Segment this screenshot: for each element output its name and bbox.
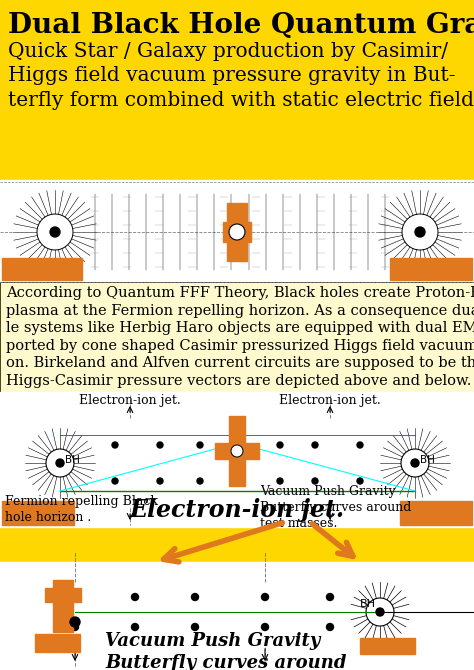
Circle shape — [131, 594, 138, 600]
Circle shape — [237, 478, 243, 484]
Circle shape — [70, 617, 80, 627]
Circle shape — [411, 459, 419, 467]
Text: Electron-ion jet.: Electron-ion jet. — [279, 394, 381, 407]
Text: Dual Black Hole Quantum Gravity: Dual Black Hole Quantum Gravity — [8, 12, 474, 39]
Text: BH: BH — [65, 455, 80, 465]
Circle shape — [231, 445, 243, 457]
Text: Vacuum Push Gravity
Butterfly curves around
test masses.: Vacuum Push Gravity Butterfly curves aro… — [105, 632, 346, 670]
Circle shape — [191, 594, 199, 600]
Circle shape — [72, 624, 79, 630]
Bar — [45, 588, 81, 602]
Circle shape — [157, 478, 163, 484]
Circle shape — [56, 459, 64, 467]
Circle shape — [312, 442, 318, 448]
Text: Fermion repelling Black
hole horizon .: Fermion repelling Black hole horizon . — [5, 495, 158, 524]
Text: BH: BH — [360, 599, 376, 609]
Circle shape — [131, 624, 138, 630]
Circle shape — [72, 594, 79, 600]
Bar — [2, 258, 82, 280]
Circle shape — [376, 608, 384, 616]
Bar — [227, 203, 247, 261]
Circle shape — [402, 214, 438, 250]
Text: Electron-ion jet.: Electron-ion jet. — [129, 498, 345, 522]
Circle shape — [191, 624, 199, 630]
Bar — [0, 0, 474, 180]
Circle shape — [312, 478, 318, 484]
Bar — [0, 282, 474, 392]
Bar — [229, 416, 245, 486]
Circle shape — [37, 214, 73, 250]
Circle shape — [357, 478, 363, 484]
Circle shape — [357, 442, 363, 448]
Circle shape — [366, 598, 394, 626]
Bar — [35, 634, 80, 652]
Bar — [223, 222, 251, 242]
Circle shape — [237, 442, 243, 448]
Circle shape — [277, 442, 283, 448]
Bar — [0, 180, 474, 282]
Circle shape — [157, 442, 163, 448]
Circle shape — [277, 478, 283, 484]
Bar — [390, 258, 472, 280]
Text: Quick Star / Galaxy production by Casimir/
Higgs field vacuum pressure gravity i: Quick Star / Galaxy production by Casimi… — [8, 42, 474, 109]
Circle shape — [112, 442, 118, 448]
Text: According to Quantum FFF Theory, Black holes create Proton-Electron
plasma at th: According to Quantum FFF Theory, Black h… — [6, 286, 474, 388]
Circle shape — [401, 449, 429, 477]
Text: Electron-ion jet.: Electron-ion jet. — [79, 394, 181, 407]
Bar — [0, 392, 474, 527]
Bar — [400, 501, 472, 525]
Circle shape — [50, 227, 60, 237]
Circle shape — [229, 224, 245, 240]
Circle shape — [415, 227, 425, 237]
Circle shape — [112, 478, 118, 484]
Circle shape — [262, 624, 268, 630]
Bar — [2, 501, 74, 525]
Circle shape — [197, 442, 203, 448]
Bar — [53, 580, 73, 632]
Text: Vacuum Push Gravity
Butterfly curves around
test masses.: Vacuum Push Gravity Butterfly curves aro… — [260, 485, 411, 530]
Bar — [215, 443, 259, 459]
Bar — [0, 562, 474, 670]
Circle shape — [327, 624, 334, 630]
Circle shape — [262, 594, 268, 600]
Circle shape — [327, 594, 334, 600]
Circle shape — [197, 478, 203, 484]
Text: BH: BH — [420, 455, 435, 465]
Circle shape — [46, 449, 74, 477]
Bar — [360, 638, 415, 654]
